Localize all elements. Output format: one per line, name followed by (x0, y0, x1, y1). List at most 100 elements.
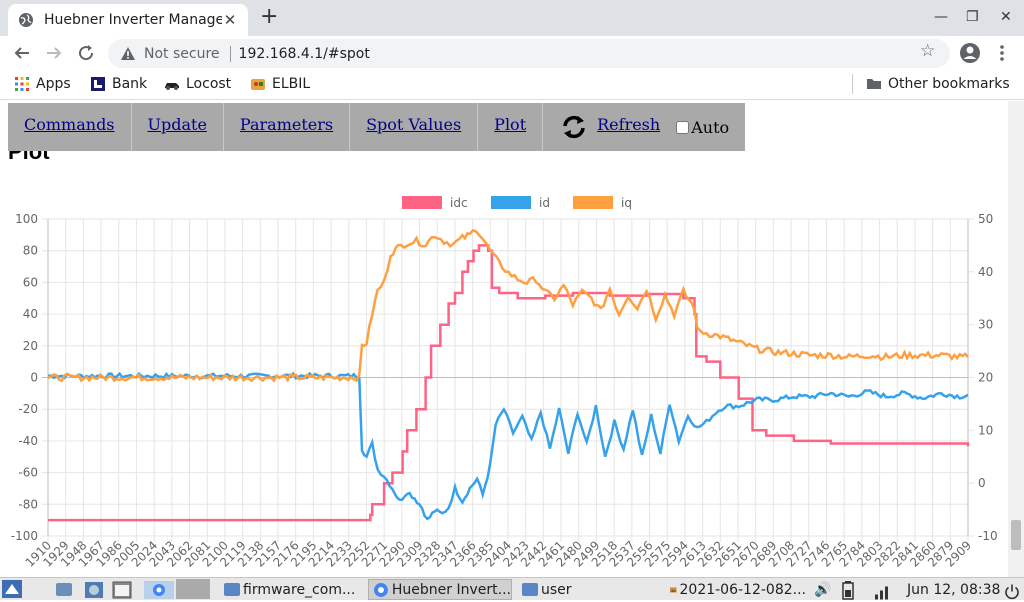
chart-lines (47, 228, 970, 522)
chrome-icon (373, 582, 388, 597)
not-secure-label[interactable]: Not secure (144, 45, 220, 62)
menu-plot[interactable]: Plot (478, 103, 544, 151)
profile-icon[interactable] (958, 41, 982, 65)
y-left-tick-label: 80 (23, 244, 38, 258)
task-label: 2021-06-12-082... (679, 581, 807, 598)
task-label: Huebner Invert... (391, 581, 511, 598)
globe-icon (19, 13, 33, 27)
task-user[interactable]: user (518, 579, 662, 600)
car-icon (165, 83, 179, 90)
file-manager-icon[interactable] (56, 579, 75, 600)
auto-toggle[interactable]: Auto (676, 103, 745, 151)
y-left-tick-label: 60 (23, 275, 38, 289)
url-text[interactable]: 192.168.4.1/#spot (238, 45, 370, 62)
menu-parameters[interactable]: Parameters (224, 103, 351, 151)
scroll-thumb[interactable] (1011, 520, 1021, 550)
task-browser[interactable]: Huebner Invert... (368, 579, 512, 600)
chart-legend[interactable]: idc id iq (402, 196, 632, 210)
menu-kebab-icon[interactable] (990, 41, 1014, 65)
bookmark-label: Locost (186, 76, 232, 92)
bookmark-label: Apps (36, 76, 71, 92)
elbil-icon (251, 79, 265, 90)
bookmark-star-icon[interactable]: ☆ (920, 41, 936, 61)
page-content: Plot Commands Update Parameters Spot Val… (0, 101, 1008, 577)
menu-spot-values[interactable]: Spot Values (350, 103, 479, 151)
bookmark-label: ELBIL (272, 76, 311, 92)
start-menu-icon[interactable] (2, 580, 22, 598)
network-icon[interactable] (84, 579, 104, 600)
apps-grid-icon (15, 77, 29, 91)
bookmarks-bar: Apps Bank Locost ELBIL Other bookmarks (0, 70, 1024, 100)
address-bar[interactable]: Not secure 192.168.4.1/#spot (108, 39, 950, 68)
legend-label-iq: iq (621, 196, 632, 210)
forward-icon[interactable] (42, 41, 66, 65)
chart-ticks: 1910192919481967198620052024204320622081… (11, 212, 998, 570)
series-iq-line (47, 228, 969, 383)
y-right-tick-label: 10 (978, 423, 993, 437)
plot-chart[interactable]: 1910192919481967198620052024204320622081… (0, 186, 1008, 576)
tab-close-icon[interactable]: ✕ (223, 11, 237, 29)
reload-icon[interactable] (74, 41, 98, 65)
menu-update[interactable]: Update (132, 103, 224, 151)
bookmarks-separator (852, 74, 853, 94)
legend-label-id: id (539, 196, 550, 210)
task-label: firmware_com... (243, 581, 356, 598)
auto-label: Auto (691, 117, 730, 137)
restore-icon[interactable]: ❐ (966, 9, 979, 25)
refresh-icon[interactable] (559, 112, 589, 142)
legend-label-idc: idc (450, 196, 468, 210)
refresh-link[interactable]: Refresh (597, 115, 661, 134)
clock[interactable]: Jun 12, 08:38 (907, 581, 1001, 598)
y-left-tick-label: 0 (30, 371, 38, 385)
y-left-tick-label: 20 (23, 339, 38, 353)
blank-launcher[interactable] (176, 579, 210, 599)
page-scrollbar[interactable] (1008, 101, 1024, 577)
power-icon[interactable] (1004, 581, 1020, 602)
task-label: user (541, 581, 572, 598)
bookmark-locost[interactable]: Locost (164, 76, 231, 92)
legend-swatch-iq (573, 196, 613, 209)
auto-checkbox[interactable] (676, 120, 690, 134)
tab-title: Huebner Inverter Manage (44, 12, 222, 28)
legend-swatch-idc (402, 196, 442, 209)
tab-strip: Huebner Inverter Manage ✕ + — ❐ ✕ (0, 0, 1024, 36)
bookmark-apps[interactable]: Apps (14, 76, 71, 92)
taskbar: firmware_com... Huebner Invert... user 2… (0, 577, 1024, 600)
y-right-tick-label: 20 (978, 371, 993, 385)
browser-tab[interactable]: Huebner Inverter Manage ✕ (8, 4, 248, 36)
y-right-tick-label: 0 (978, 476, 986, 490)
other-bookmarks[interactable]: Other bookmarks (866, 76, 1010, 92)
menu-commands[interactable]: Commands (8, 103, 132, 151)
image-icon (670, 586, 677, 593)
terminal-icon[interactable] (112, 579, 132, 600)
y-left-tick-label: -40 (18, 434, 38, 448)
y-left-tick-label: -100 (11, 529, 38, 543)
volume-icon[interactable]: 🔊 (814, 581, 832, 598)
folder-icon (867, 79, 881, 89)
bank-icon (91, 77, 105, 91)
new-tab-button[interactable]: + (260, 4, 279, 29)
chrome-launcher-icon[interactable] (144, 579, 174, 600)
y-left-tick-label: -80 (18, 497, 38, 511)
back-icon[interactable] (10, 41, 34, 65)
battery-icon[interactable] (842, 580, 854, 601)
y-right-tick-label: 50 (978, 212, 993, 226)
minimize-icon[interactable]: — (934, 9, 948, 25)
task-screenshot[interactable]: 2021-06-12-082... (666, 579, 806, 600)
task-firmware[interactable]: firmware_com... (220, 579, 364, 600)
other-bookmarks-label: Other bookmarks (888, 76, 1010, 92)
y-left-tick-label: -20 (18, 402, 38, 416)
refresh-group: Refresh (543, 103, 676, 151)
legend-swatch-id (491, 196, 531, 209)
signal-icon[interactable] (874, 581, 892, 602)
bookmark-elbil[interactable]: ELBIL (250, 76, 310, 92)
y-left-tick-label: -60 (18, 466, 38, 480)
y-right-tick-label: -10 (978, 529, 998, 543)
nav-menu: Commands Update Parameters Spot Values P… (8, 103, 746, 151)
bookmark-bank[interactable]: Bank (90, 76, 147, 92)
y-right-tick-label: 30 (978, 318, 993, 332)
y-left-tick-label: 40 (23, 307, 38, 321)
warning-icon[interactable] (120, 46, 136, 62)
close-window-icon[interactable]: ✕ (1000, 9, 1012, 25)
folder-icon (522, 583, 538, 596)
